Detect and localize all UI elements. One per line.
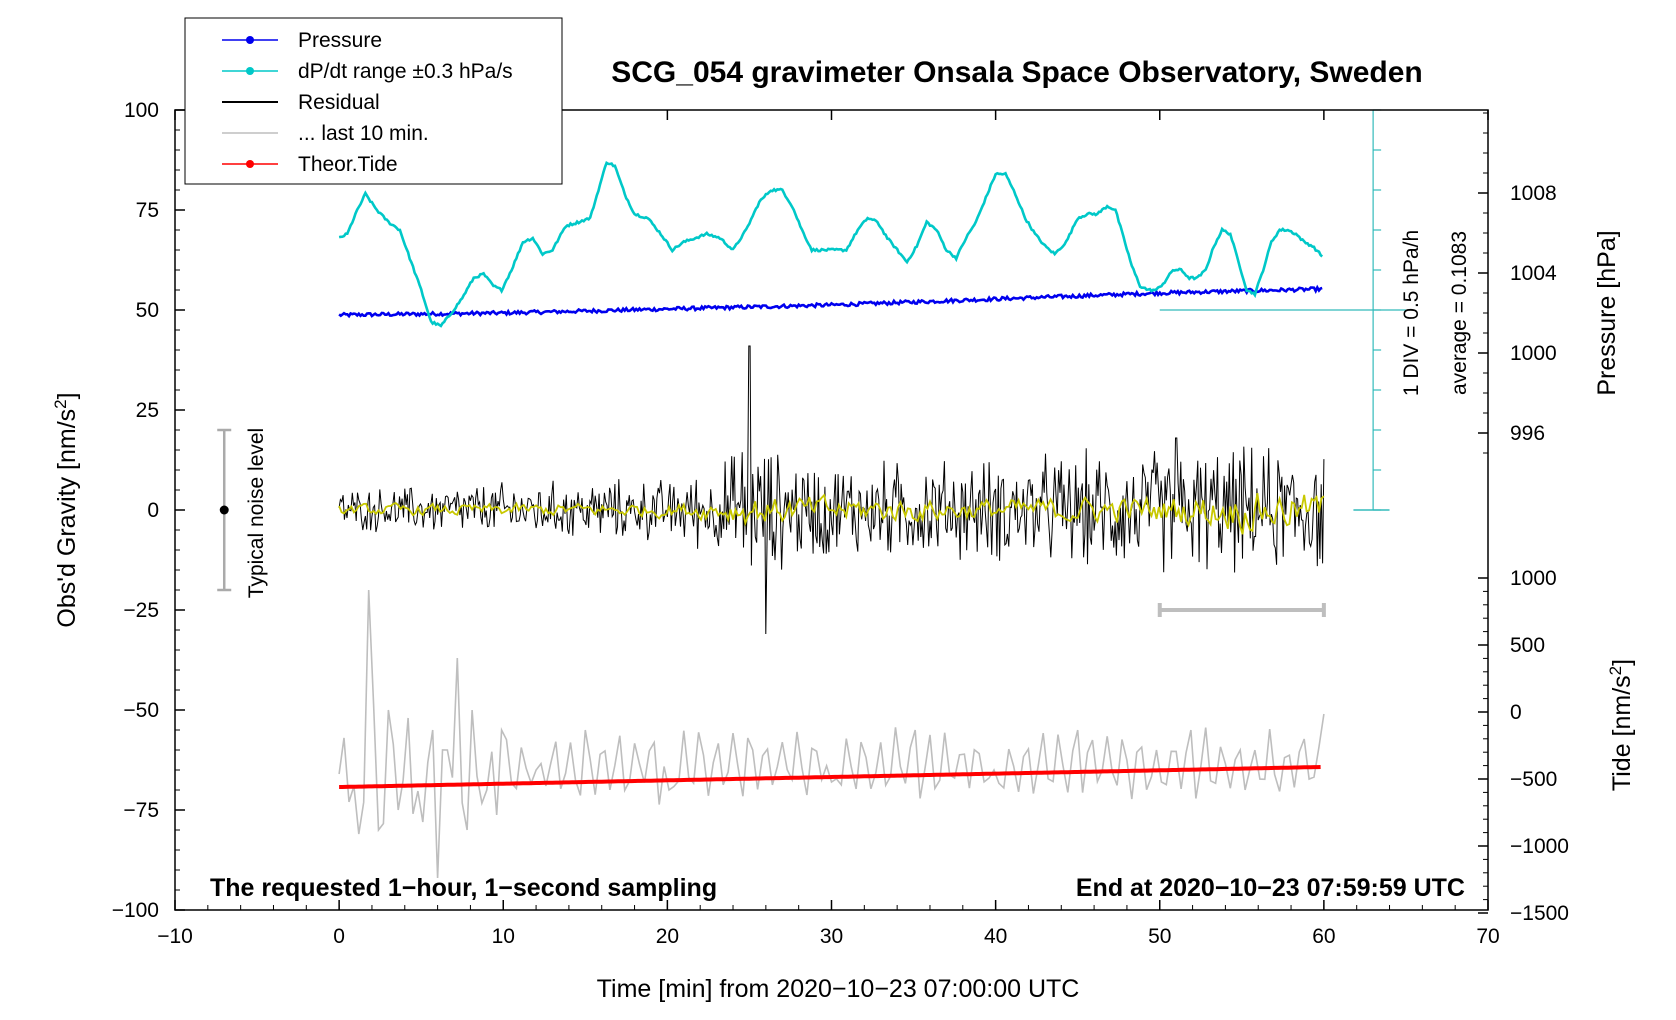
dpdt-line (338, 160, 1324, 328)
x-tick-label: 40 (984, 925, 1007, 948)
legend-marker (246, 36, 254, 44)
x-tick-label: 50 (1148, 925, 1171, 948)
tide-tick-label: −1500 (1510, 902, 1569, 925)
left-tick-label: 0 (147, 499, 159, 522)
tide-tick-label: 500 (1510, 634, 1545, 657)
tide-axis-label-main: Tide [nm/s (1608, 675, 1636, 791)
left-tick-label: 100 (124, 99, 159, 122)
legend-marker (246, 160, 254, 168)
left-tick-label: 50 (136, 299, 159, 322)
pressure-tick-label: 1000 (1510, 342, 1557, 365)
dpdt-div-label: 1 DIV = 0.5 hPa/h (1400, 230, 1423, 396)
legend-label: ... last 10 min. (298, 122, 429, 145)
x-tick-label: 10 (492, 925, 515, 948)
left-axis-label-main: Obs'd Gravity [nm/s (53, 409, 81, 628)
legend-label: dP/dt range ±0.3 hPa/s (298, 60, 513, 83)
left-tick-label: −100 (112, 899, 159, 922)
left-tick-label: −25 (123, 599, 159, 622)
pressure-tick-label: 996 (1510, 422, 1545, 445)
x-tick-label: 20 (656, 925, 679, 948)
tide-axis-label-sup: 2 (1606, 666, 1625, 675)
chart-title: SCG_054 gravimeter Onsala Space Observat… (611, 56, 1423, 89)
tide-tick-label: −500 (1510, 768, 1557, 791)
legend-marker (246, 67, 254, 75)
noise-level-dot (219, 505, 229, 515)
left-axis-label-end: ] (53, 392, 81, 399)
note-sampling: The requested 1−hour, 1−second sampling (210, 874, 717, 902)
residual-smoothed-line (338, 492, 1325, 535)
left-tick-label: −75 (123, 799, 159, 822)
legend-label: Pressure (298, 29, 382, 52)
tide-axis-label-end: ] (1608, 659, 1636, 666)
tide-line (339, 765, 1321, 789)
legend: Pressure dP/dt range ±0.3 hPa/s Residual..… (184, 17, 563, 185)
tide-axis-label: Tide [nm/s2] (1606, 659, 1636, 791)
pressure-axis-label: Pressure [hPa] (1593, 230, 1621, 395)
tide-tick-label: −1000 (1510, 835, 1569, 858)
x-tick-label: 70 (1476, 925, 1499, 948)
left-tick-label: 75 (136, 199, 159, 222)
pressure-tick-label: 1004 (1510, 262, 1557, 285)
pressure-line (338, 284, 1323, 319)
x-tick-label: 30 (820, 925, 843, 948)
left-tick-label: −50 (123, 699, 159, 722)
tide-tick-label: 0 (1510, 701, 1522, 724)
x-tick-label: 60 (1312, 925, 1335, 948)
tide-tick-label: 1000 (1510, 567, 1557, 590)
legend-label: Residual (298, 91, 380, 114)
x-tick-label: 0 (333, 925, 345, 948)
noise-level-label: Typical noise level (245, 428, 268, 598)
left-axis-label: Obs'd Gravity [nm/s2] (51, 392, 81, 627)
series-layer (217, 109, 1406, 879)
legend-label: Theor.Tide (298, 153, 398, 176)
left-tick-label: 25 (136, 399, 159, 422)
pressure-tick-label: 1008 (1510, 182, 1557, 205)
left-axis-label-sup: 2 (51, 399, 70, 408)
x-axis-label: Time [min] from 2020−10−23 07:00:00 UTC (597, 975, 1080, 1003)
dpdt-average-label: average = 0.1083 (1448, 231, 1471, 395)
note-end-time: End at 2020−10−23 07:59:59 UTC (1076, 874, 1465, 902)
ticks-layer: −10 0 10 20 30 40 50 60 70−100−75−50−25025507510… (112, 99, 1569, 948)
x-tick-label: −10 (157, 925, 193, 948)
